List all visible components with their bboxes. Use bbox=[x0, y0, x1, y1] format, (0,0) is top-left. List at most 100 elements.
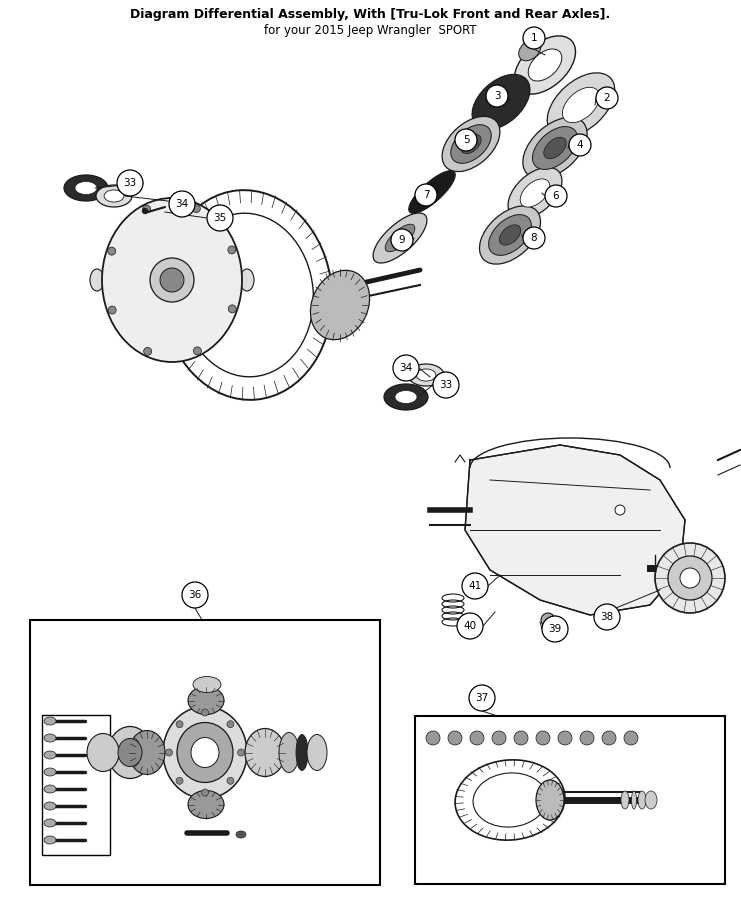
Circle shape bbox=[227, 778, 234, 784]
Ellipse shape bbox=[188, 790, 224, 818]
Circle shape bbox=[202, 709, 208, 716]
Ellipse shape bbox=[44, 785, 56, 793]
Circle shape bbox=[486, 85, 508, 107]
Circle shape bbox=[615, 505, 625, 515]
Circle shape bbox=[602, 731, 616, 745]
Ellipse shape bbox=[395, 391, 417, 403]
Ellipse shape bbox=[547, 73, 615, 137]
Circle shape bbox=[433, 372, 459, 398]
Circle shape bbox=[457, 613, 483, 639]
Ellipse shape bbox=[44, 819, 56, 827]
Ellipse shape bbox=[519, 40, 541, 61]
Circle shape bbox=[492, 731, 506, 745]
Ellipse shape bbox=[307, 734, 327, 770]
Circle shape bbox=[160, 268, 184, 292]
Ellipse shape bbox=[181, 213, 313, 377]
Ellipse shape bbox=[416, 369, 436, 381]
Ellipse shape bbox=[245, 728, 285, 777]
Circle shape bbox=[580, 731, 594, 745]
Polygon shape bbox=[465, 445, 685, 615]
Ellipse shape bbox=[523, 117, 587, 178]
Text: 7: 7 bbox=[422, 190, 429, 200]
Text: 41: 41 bbox=[468, 581, 482, 591]
Circle shape bbox=[558, 731, 572, 745]
Circle shape bbox=[523, 227, 545, 249]
Circle shape bbox=[117, 170, 143, 196]
Text: 39: 39 bbox=[548, 624, 562, 634]
Ellipse shape bbox=[108, 726, 152, 778]
Text: 36: 36 bbox=[188, 590, 202, 600]
Text: 34: 34 bbox=[399, 363, 413, 373]
Circle shape bbox=[536, 731, 550, 745]
Circle shape bbox=[569, 134, 591, 156]
Circle shape bbox=[470, 731, 484, 745]
Circle shape bbox=[655, 543, 725, 613]
Ellipse shape bbox=[177, 723, 233, 782]
Text: 4: 4 bbox=[576, 140, 583, 150]
Ellipse shape bbox=[104, 190, 124, 202]
Ellipse shape bbox=[479, 206, 540, 264]
Text: 5: 5 bbox=[462, 135, 469, 145]
Circle shape bbox=[448, 731, 462, 745]
Ellipse shape bbox=[75, 182, 97, 194]
Ellipse shape bbox=[473, 773, 547, 827]
Circle shape bbox=[541, 613, 555, 627]
Ellipse shape bbox=[279, 733, 299, 772]
Ellipse shape bbox=[44, 734, 56, 742]
Circle shape bbox=[624, 731, 638, 745]
Ellipse shape bbox=[118, 739, 142, 767]
Text: 33: 33 bbox=[123, 178, 136, 188]
Bar bbox=[415, 716, 725, 884]
Circle shape bbox=[207, 205, 233, 231]
Circle shape bbox=[523, 27, 545, 49]
Circle shape bbox=[228, 305, 236, 313]
Ellipse shape bbox=[520, 179, 550, 207]
Text: 34: 34 bbox=[176, 199, 189, 209]
Circle shape bbox=[596, 87, 618, 109]
Circle shape bbox=[542, 616, 568, 642]
Text: 3: 3 bbox=[494, 91, 500, 101]
Ellipse shape bbox=[638, 791, 646, 809]
Circle shape bbox=[108, 306, 116, 314]
Ellipse shape bbox=[193, 677, 221, 692]
Ellipse shape bbox=[191, 737, 219, 768]
Text: for your 2015 Jeep Wrangler  SPORT: for your 2015 Jeep Wrangler SPORT bbox=[265, 24, 476, 37]
Ellipse shape bbox=[499, 225, 521, 245]
Bar bbox=[30, 620, 380, 885]
Circle shape bbox=[238, 749, 245, 756]
Ellipse shape bbox=[44, 717, 56, 725]
Ellipse shape bbox=[455, 760, 565, 840]
Circle shape bbox=[545, 185, 567, 207]
Circle shape bbox=[415, 184, 437, 206]
Text: 6: 6 bbox=[553, 191, 559, 201]
Text: 2: 2 bbox=[604, 93, 611, 103]
Circle shape bbox=[150, 258, 194, 302]
Text: 9: 9 bbox=[399, 235, 405, 245]
Text: 38: 38 bbox=[600, 612, 614, 622]
Ellipse shape bbox=[373, 213, 427, 263]
Ellipse shape bbox=[508, 167, 562, 219]
Circle shape bbox=[176, 778, 183, 784]
Circle shape bbox=[193, 204, 200, 212]
Ellipse shape bbox=[544, 138, 566, 158]
Circle shape bbox=[680, 568, 700, 588]
Circle shape bbox=[142, 208, 148, 214]
Ellipse shape bbox=[562, 87, 599, 122]
Ellipse shape bbox=[621, 791, 629, 809]
Ellipse shape bbox=[461, 134, 481, 154]
Ellipse shape bbox=[163, 706, 247, 798]
Ellipse shape bbox=[102, 198, 242, 362]
Circle shape bbox=[144, 347, 152, 356]
Circle shape bbox=[227, 246, 236, 254]
Circle shape bbox=[142, 205, 150, 213]
Ellipse shape bbox=[96, 185, 132, 207]
Circle shape bbox=[227, 721, 234, 728]
Ellipse shape bbox=[162, 190, 332, 400]
Circle shape bbox=[391, 229, 413, 251]
Circle shape bbox=[193, 346, 202, 355]
Ellipse shape bbox=[129, 731, 165, 775]
Ellipse shape bbox=[310, 270, 370, 339]
Ellipse shape bbox=[472, 75, 530, 130]
Circle shape bbox=[668, 556, 712, 600]
Ellipse shape bbox=[240, 269, 254, 291]
